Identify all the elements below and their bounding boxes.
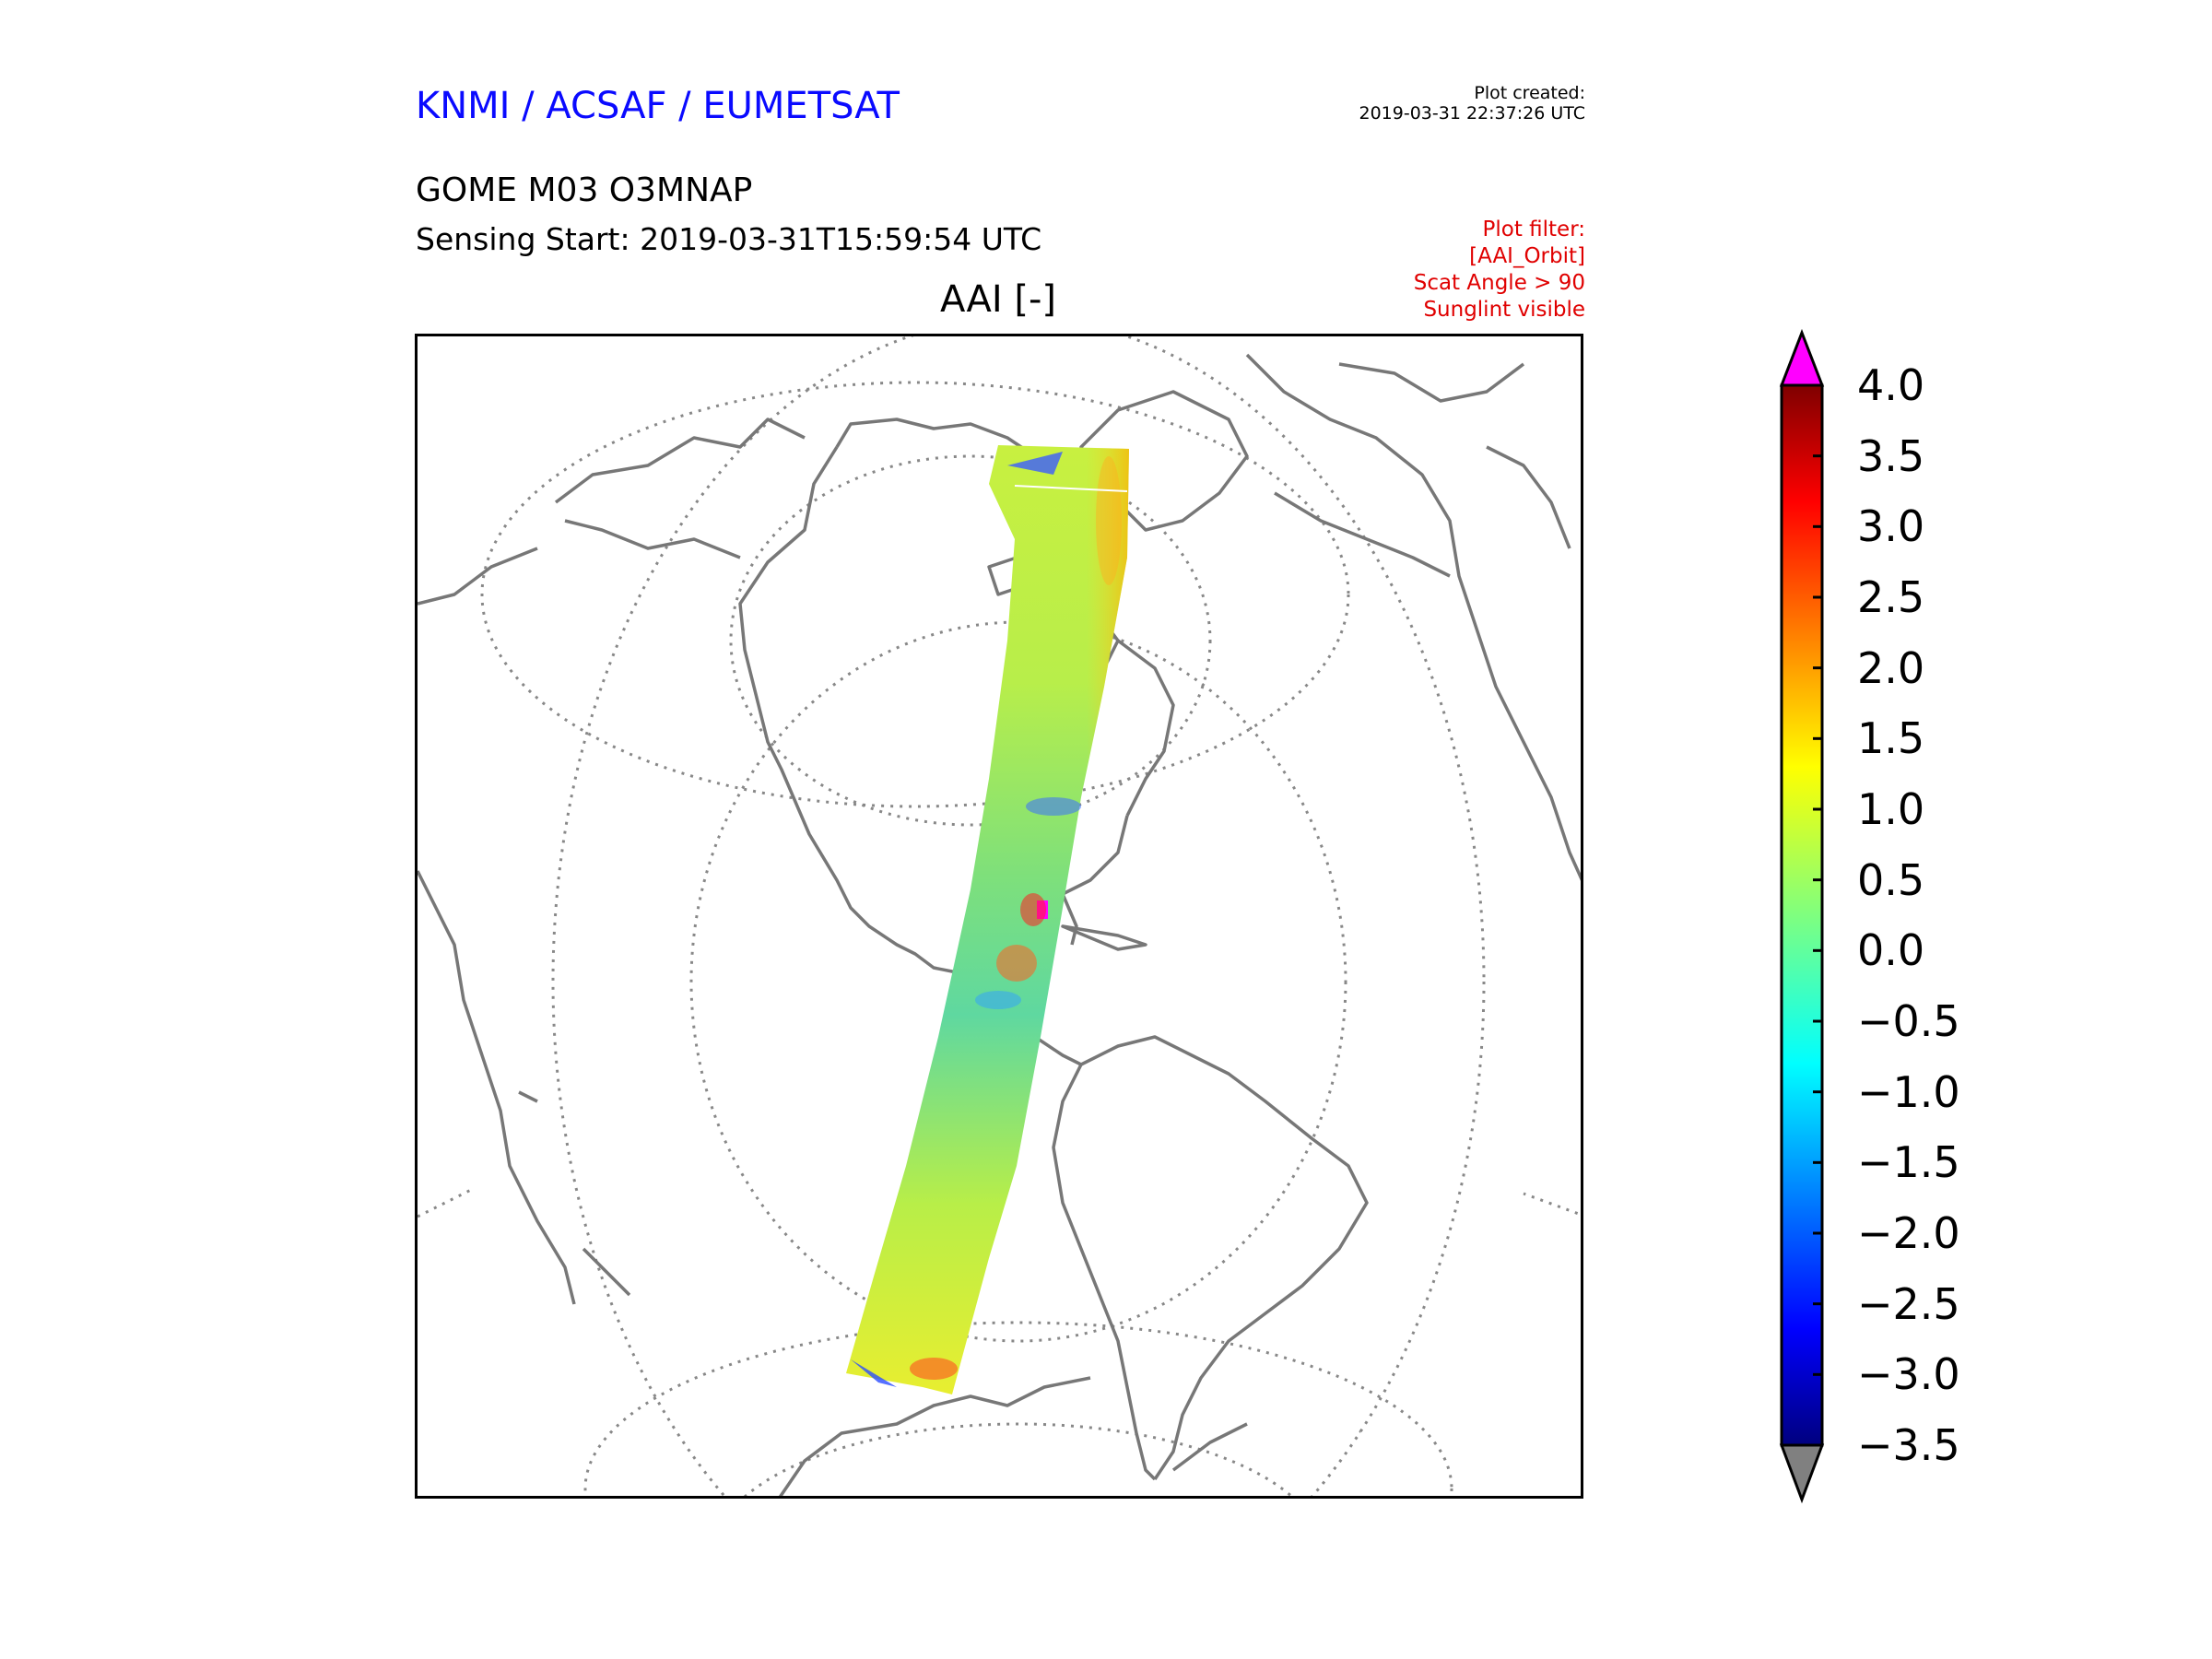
sensing-start: Sensing Start: 2019-03-31T15:59:54 UTC <box>416 221 1042 257</box>
colorbar-ticks <box>1813 383 1822 1447</box>
colorbar-tick-label: 0.5 <box>1857 854 1925 905</box>
colorbar-tick-label: 4.0 <box>1857 360 1925 410</box>
filter-line: Scat Angle > 90 <box>1413 271 1585 295</box>
colorbar-tick-label: −2.5 <box>1857 1278 1960 1329</box>
swath-patch <box>975 991 1021 1009</box>
colorbar-tick-label: −0.5 <box>1857 996 1960 1046</box>
graticule-line <box>480 381 1350 808</box>
filter-line: [AAI_Orbit] <box>1469 244 1585 268</box>
swath-seam <box>1014 485 1128 492</box>
colorbar-tick-label: −1.0 <box>1857 1066 1960 1117</box>
graticule <box>418 336 1581 1496</box>
colorbar-tick-label: −2.0 <box>1857 1208 1960 1258</box>
plot-title: AAI [-] <box>940 278 1056 321</box>
organisation-title: KNMI / ACSAF / EUMETSAT <box>416 85 900 127</box>
colorbar-tick-label: 3.0 <box>1857 501 1925 552</box>
colorbar-under-triangle <box>1779 1443 1825 1504</box>
colorbar <box>1779 328 1825 1504</box>
colorbar-tick-label: 1.5 <box>1857 713 1925 764</box>
swath-patch <box>910 1358 958 1380</box>
coastline <box>1274 491 1451 578</box>
coastline <box>738 446 982 1001</box>
colorbar-tick-label: 1.0 <box>1857 784 1925 834</box>
filter-line: Plot filter: <box>1482 218 1585 241</box>
plot-filter-block: Plot filter: [AAI_Orbit] Scat Angle > 90… <box>1414 217 1585 324</box>
coastline <box>418 547 538 606</box>
swath-patch <box>1020 893 1046 926</box>
coastline <box>1116 639 1175 817</box>
colorbar-tick-label: −3.5 <box>1857 1420 1960 1470</box>
coastline <box>418 870 576 1305</box>
coastline <box>564 519 741 559</box>
coastline <box>1245 353 1581 881</box>
map-panel <box>415 334 1583 1499</box>
plot-created-block: Plot created: 2019-03-31 22:37:26 UTC <box>1359 83 1586 124</box>
graticule-line <box>551 336 1486 1496</box>
swath-patch <box>1007 452 1063 475</box>
map-canvas <box>418 336 1581 1496</box>
coastline <box>1486 445 1571 549</box>
coastline <box>1061 924 1147 951</box>
colorbar-tick-label: −1.5 <box>1857 1137 1960 1188</box>
colorbar-tick-label: −3.0 <box>1857 1349 1960 1400</box>
colorbar-tick-label: 3.5 <box>1857 430 1925 481</box>
colorbar-tick-label: 2.0 <box>1857 642 1925 693</box>
swath-edge <box>846 445 1129 1394</box>
swath-patch <box>851 1359 897 1387</box>
coastline <box>554 418 806 504</box>
swath-patch <box>1096 456 1122 585</box>
graticule-line <box>689 620 1347 1343</box>
product-name: GOME M03 O3MNAP <box>416 171 753 209</box>
plot-created-label: Plot created: <box>1474 83 1585 103</box>
plot-created-time: 2019-03-31 22:37:26 UTC <box>1359 103 1586 124</box>
colorbar-tick-label: 0.0 <box>1857 925 1925 976</box>
coastline <box>1338 362 1525 403</box>
graticule-line <box>583 1321 1453 1496</box>
coastline <box>1171 1422 1248 1472</box>
coastline <box>778 1376 1091 1496</box>
graticule-line <box>418 1187 474 1218</box>
colorbar-tick-label: 2.5 <box>1857 572 1925 622</box>
coastline <box>1052 1064 1157 1481</box>
coastline <box>1061 893 1078 946</box>
graticule-line <box>1523 1192 1581 1217</box>
aai-swath <box>846 445 1129 1394</box>
graticule-line <box>729 454 1212 827</box>
coastline <box>518 1090 538 1103</box>
colorbar-gradient <box>1780 383 1824 1447</box>
filter-line: Sunglint visible <box>1423 298 1585 322</box>
coastline <box>1080 1035 1369 1480</box>
graticule-line <box>743 1422 1294 1496</box>
colorbar-over-triangle <box>1779 328 1825 387</box>
coastline <box>582 1247 631 1297</box>
swath-patch <box>996 945 1037 982</box>
swath-patch <box>1026 797 1081 816</box>
